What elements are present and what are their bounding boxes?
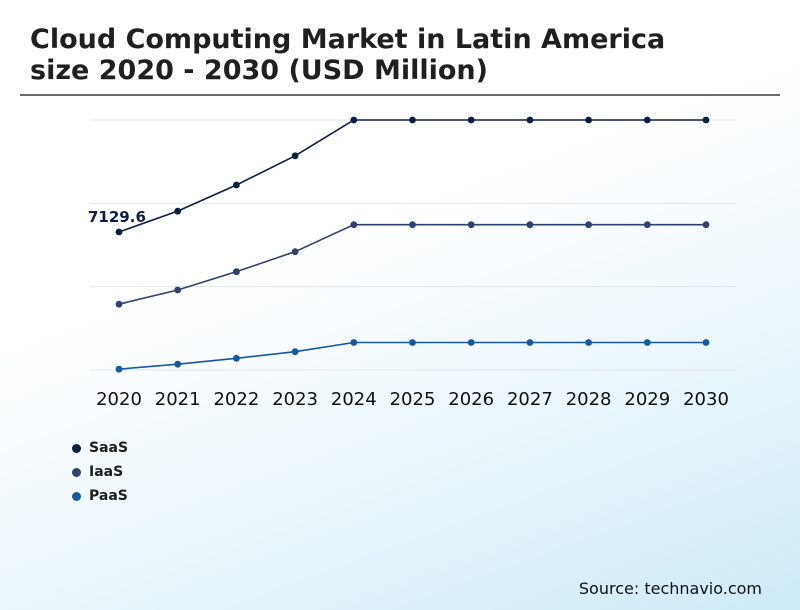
legend-item-paas: PaaS bbox=[72, 484, 128, 508]
x-tick-label: 2025 bbox=[390, 389, 436, 410]
data-point-iaas bbox=[526, 221, 534, 229]
gridlines bbox=[90, 119, 736, 371]
legend: SaaS IaaS PaaS bbox=[72, 436, 128, 508]
x-tick-label: 2023 bbox=[272, 389, 318, 410]
data-point-iaas bbox=[702, 221, 710, 229]
series-lines bbox=[118, 119, 706, 370]
annotations: 7129.6 bbox=[88, 208, 146, 226]
series-line-iaas bbox=[118, 223, 706, 305]
series-line-saas bbox=[118, 119, 706, 233]
chart-title: Cloud Computing Market in Latin America … bbox=[30, 24, 770, 86]
data-point-iaas bbox=[643, 221, 651, 229]
line-chart: 2020 2021 2022 2023 2024 2025 2026 2027 2028 2029… bbox=[88, 116, 736, 410]
data-point-paas bbox=[115, 365, 123, 373]
x-tick-label: 2030 bbox=[683, 389, 729, 410]
legend-label: SaaS bbox=[89, 440, 129, 456]
data-point-paas bbox=[291, 348, 299, 356]
x-tick-label: 2027 bbox=[507, 389, 553, 410]
data-point-saas bbox=[115, 228, 123, 236]
legend-marker-icon bbox=[72, 443, 81, 453]
data-point-saas bbox=[585, 116, 592, 124]
data-point-saas bbox=[233, 181, 240, 189]
data-point-paas bbox=[643, 339, 651, 346]
data-point-iaas bbox=[409, 221, 416, 229]
data-point-iaas bbox=[350, 221, 358, 229]
data-point-saas bbox=[702, 116, 710, 124]
data-point-iaas bbox=[585, 221, 592, 229]
data-point-paas bbox=[702, 339, 710, 346]
legend-label: IaaS bbox=[89, 464, 124, 480]
chart-title-line-2: size 2020 - 2030 (USD Million) bbox=[30, 55, 488, 86]
series-line-paas bbox=[118, 341, 706, 370]
data-point-paas bbox=[233, 354, 240, 362]
data-point-paas bbox=[409, 339, 416, 346]
data-point-iaas bbox=[115, 300, 123, 308]
data-point-iaas bbox=[233, 268, 240, 276]
chart-title-line-1: Cloud Computing Market in Latin America bbox=[30, 24, 666, 55]
data-point-saas bbox=[643, 116, 651, 124]
x-tick-label: 2026 bbox=[448, 389, 494, 410]
x-tick-label: 2020 bbox=[96, 389, 142, 410]
data-point-paas bbox=[467, 339, 475, 346]
x-tick-label: 2028 bbox=[566, 389, 612, 410]
legend-marker-icon bbox=[72, 491, 81, 501]
x-tick-label: 2021 bbox=[155, 389, 201, 410]
data-label: 7129.6 bbox=[88, 208, 146, 226]
legend-item-saas: SaaS bbox=[72, 436, 128, 460]
data-point-saas bbox=[291, 152, 299, 160]
legend-item-iaas: IaaS bbox=[72, 460, 128, 484]
x-tick-label: 2029 bbox=[624, 389, 670, 410]
data-point-iaas bbox=[467, 221, 475, 229]
data-point-saas bbox=[467, 116, 475, 124]
data-point-iaas bbox=[174, 286, 182, 294]
data-point-saas bbox=[526, 116, 534, 124]
source-credit: Source: technavio.com bbox=[578, 579, 762, 598]
data-points bbox=[115, 116, 710, 373]
data-point-paas bbox=[526, 339, 534, 346]
data-point-paas bbox=[350, 339, 358, 346]
legend-label: PaaS bbox=[89, 488, 128, 504]
data-point-saas bbox=[350, 116, 358, 124]
data-point-paas bbox=[174, 360, 182, 368]
data-point-saas bbox=[174, 207, 182, 215]
title-divider bbox=[20, 94, 780, 96]
x-tick-label: 2022 bbox=[213, 389, 259, 410]
data-point-saas bbox=[409, 116, 416, 124]
x-tick-label: 2024 bbox=[331, 389, 377, 410]
x-axis-ticks: 2020 2021 2022 2023 2024 2025 2026 2027 2028 2029… bbox=[96, 389, 729, 410]
data-point-paas bbox=[585, 339, 592, 346]
legend-marker-icon bbox=[72, 467, 81, 477]
data-point-iaas bbox=[291, 248, 299, 256]
